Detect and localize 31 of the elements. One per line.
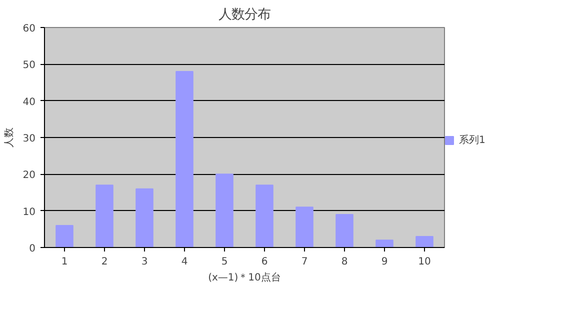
x-tick-label: 5 — [221, 256, 228, 268]
y-tick-label: 60 — [22, 24, 36, 34]
bar — [216, 174, 234, 248]
bar — [256, 184, 274, 248]
bar — [136, 188, 154, 248]
x-tick-label: 2 — [101, 256, 108, 268]
bar — [56, 225, 74, 248]
y-tick-label: 50 — [22, 60, 36, 72]
x-tick-label: 1 — [61, 256, 68, 268]
x-tick-label: 9 — [381, 256, 388, 268]
x-tick-label: 6 — [261, 256, 268, 268]
y-tick-label: 30 — [22, 134, 36, 144]
y-tick-label: 10 — [22, 206, 36, 218]
bar — [416, 236, 434, 248]
chart-title: 人数分布 — [218, 8, 270, 22]
y-tick-label: 40 — [22, 96, 36, 108]
x-tick-label: 8 — [341, 256, 348, 268]
legend-label: 系列1 — [459, 134, 486, 147]
x-tick-label: 10 — [418, 256, 431, 268]
x-tick-label: 3 — [141, 256, 148, 268]
y-tick-label: 0 — [29, 244, 36, 254]
y-axis-title: 人数 — [4, 128, 15, 148]
bar — [336, 214, 354, 248]
x-tick-label: 7 — [301, 256, 308, 268]
x-axis-title: (x—1)＊10点台 — [208, 272, 281, 284]
bar — [176, 71, 194, 248]
bar — [96, 184, 114, 248]
x-tick-label: 4 — [181, 256, 188, 268]
y-tick-label: 20 — [22, 170, 36, 182]
bar — [376, 240, 394, 248]
bar — [296, 206, 314, 248]
